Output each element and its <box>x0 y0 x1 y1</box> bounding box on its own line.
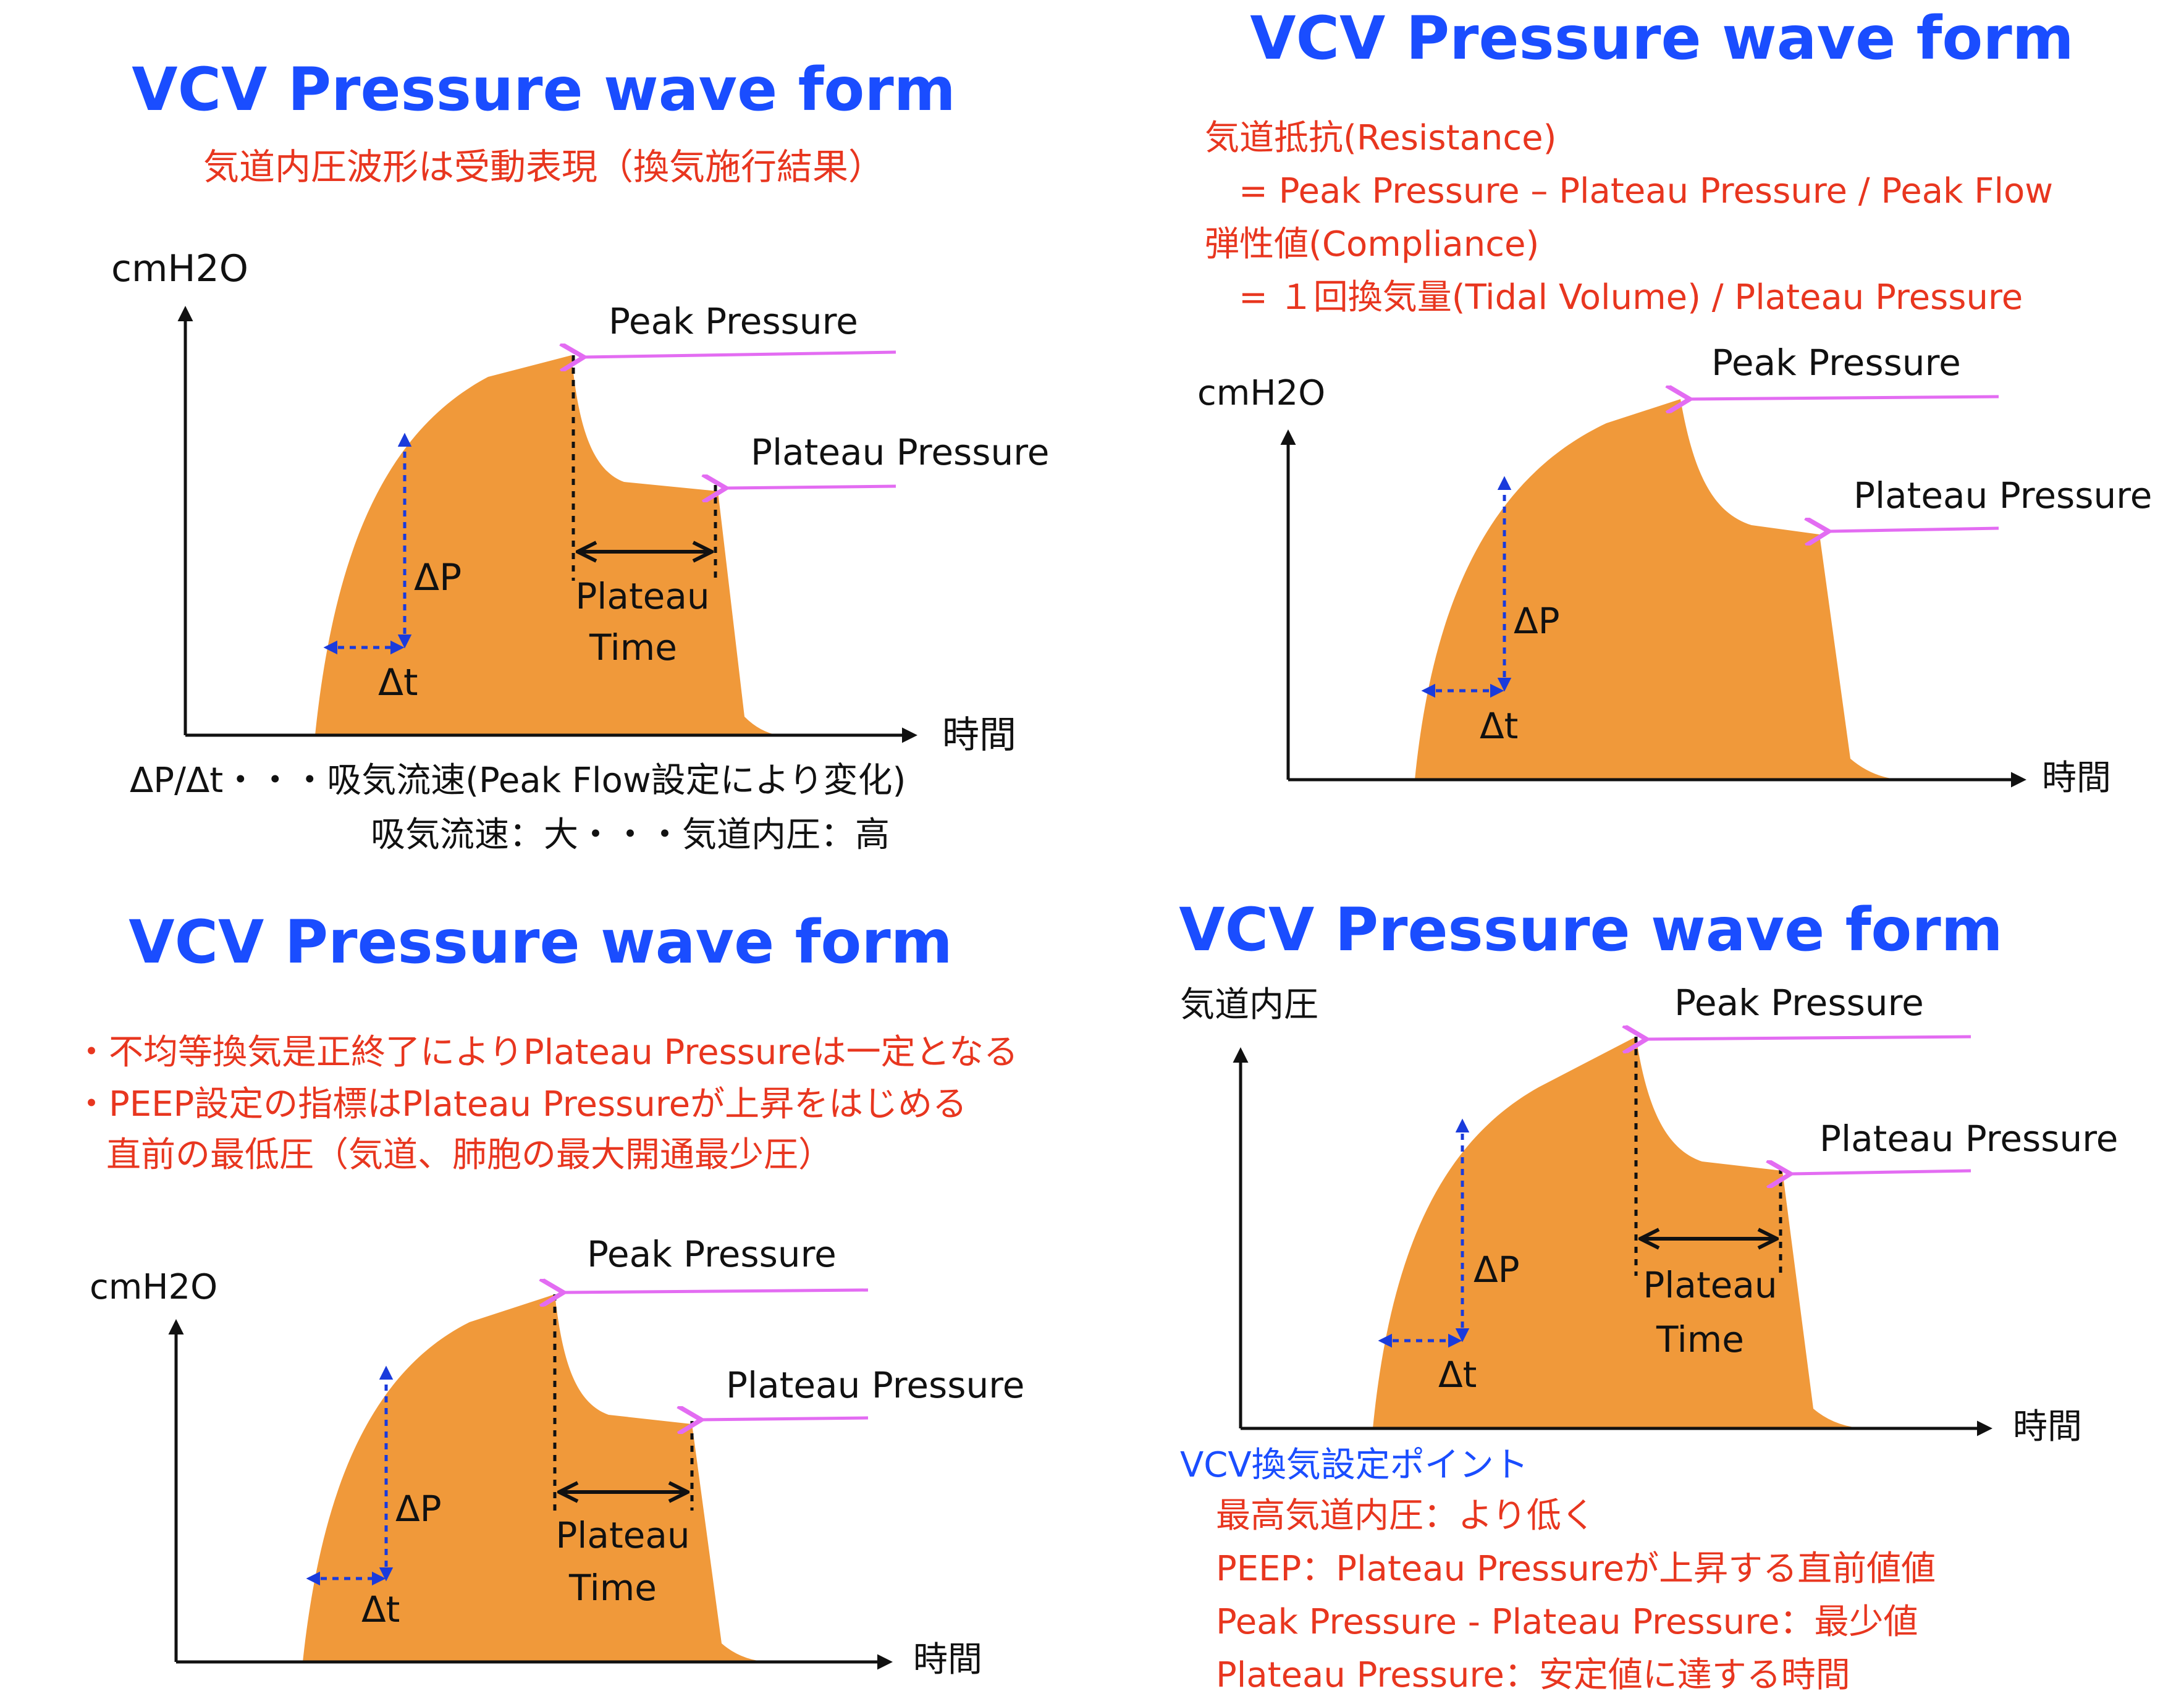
plateau-pointer <box>726 486 896 488</box>
peak-pointer <box>563 1290 869 1292</box>
panel-title: VCV Pressure wave form <box>1250 4 2073 73</box>
x-axis-label: 時間 <box>2042 758 2111 798</box>
panel-top-left: VCV Pressure wave form 気道内圧波形は受動表現（換気施行結… <box>111 55 1049 855</box>
note-line-2: ・PEEP設定の指標はPlateau Pressureが上昇をはじめる <box>74 1084 967 1124</box>
plateau-pointer <box>701 1418 869 1420</box>
plateau-pressure-label: Plateau Pressure <box>751 431 1049 473</box>
delta-t-label: Δt <box>378 661 418 704</box>
plateau-pressure-label: Plateau Pressure <box>1853 474 2152 516</box>
peak-pressure-label: Peak Pressure <box>587 1233 837 1275</box>
plateau-time-label-1: Plateau <box>1643 1264 1777 1306</box>
delta-p-label: ΔP <box>1514 600 1560 642</box>
panel-subtitle: 気道内圧波形は受動表現（換気施行結果） <box>203 146 884 188</box>
plateau-pointer <box>1790 1171 1971 1174</box>
note-line-1: 気道抵抗(Resistance) <box>1205 118 1556 158</box>
panel-title: VCV Pressure wave form <box>129 908 952 977</box>
settings-line-1: 最高気道内圧：より低く <box>1216 1496 1596 1536</box>
panel-title: VCV Pressure wave form <box>1179 895 2002 964</box>
peak-pointer <box>1690 397 1999 399</box>
note-line-1: ΔP/Δt・・・吸気流速(Peak Flow設定により変化) <box>130 761 906 801</box>
pressure-waveform <box>315 355 778 735</box>
y-axis-label: cmH2O <box>1197 373 1325 413</box>
peak-pointer <box>1646 1037 1971 1039</box>
y-axis-label: cmH2O <box>90 1267 217 1307</box>
peak-pressure-label: Peak Pressure <box>1674 982 1924 1024</box>
panel-top-right: VCV Pressure wave form 気道抵抗(Resistance) … <box>1197 4 2152 798</box>
x-axis-label: 時間 <box>913 1640 982 1680</box>
plateau-time-label-1: Plateau <box>575 575 709 617</box>
plateau-pressure-label: Plateau Pressure <box>1819 1118 2118 1160</box>
peak-pressure-label: Peak Pressure <box>609 300 858 342</box>
x-axis-label: 時間 <box>2013 1407 2082 1447</box>
note-line-2: 吸気流速：大・・・気道内圧：高 <box>371 815 890 855</box>
pressure-waveform <box>1373 1037 1866 1428</box>
plateau-time-label-2: Time <box>589 626 677 668</box>
note-line-4: = １回換気量(Tidal Volume) / Plateau Pressure <box>1239 277 2023 318</box>
delta-t-label: Δt <box>361 1588 400 1630</box>
pressure-waveform <box>1415 399 1900 780</box>
peak-pointer <box>584 352 896 357</box>
x-axis-label: 時間 <box>942 714 1016 757</box>
note-line-1: ・不均等換気是正終了によりPlateau Pressureは一定となる <box>74 1032 1018 1073</box>
delta-p-label: ΔP <box>414 556 462 599</box>
plateau-time-label-2: Time <box>1656 1318 1744 1360</box>
panel-bottom-left: VCV Pressure wave form ・不均等換気是正終了によりPlat… <box>74 908 1024 1680</box>
delta-t-label: Δt <box>1438 1354 1477 1396</box>
settings-heading: VCV換気設定ポイント <box>1180 1445 1528 1485</box>
settings-line-4: Plateau Pressure：安定値に達する時間 <box>1216 1655 1850 1695</box>
note-line-3: 直前の最低圧（気道、肺胞の最大開通最少圧） <box>106 1135 833 1175</box>
delta-p-label: ΔP <box>1474 1249 1520 1291</box>
plateau-time-label-2: Time <box>568 1567 657 1609</box>
pressure-waveform <box>303 1294 769 1662</box>
note-line-3: 弾性値(Compliance) <box>1205 224 1539 264</box>
plateau-pointer <box>1829 528 1999 531</box>
panel-title: VCV Pressure wave form <box>132 55 955 124</box>
panel-bottom-right: VCV Pressure wave form 気道内圧 時間 ΔP Δt Pea… <box>1179 895 2118 1695</box>
settings-line-3: Peak Pressure - Plateau Pressure：最少値 <box>1216 1602 1918 1642</box>
settings-line-2: PEEP：Plateau Pressureが上昇する直前値値 <box>1216 1549 1936 1589</box>
note-line-2: = Peak Pressure – Plateau Pressure / Pea… <box>1239 171 2053 211</box>
delta-p-label: ΔP <box>395 1488 442 1530</box>
plateau-pressure-label: Plateau Pressure <box>726 1364 1024 1406</box>
y-axis-label: 気道内圧 <box>1180 985 1318 1025</box>
peak-pressure-label: Peak Pressure <box>1711 342 1961 384</box>
plateau-time-label-1: Plateau <box>555 1514 689 1556</box>
y-axis-label: cmH2O <box>111 247 248 290</box>
delta-t-label: Δt <box>1480 705 1518 747</box>
